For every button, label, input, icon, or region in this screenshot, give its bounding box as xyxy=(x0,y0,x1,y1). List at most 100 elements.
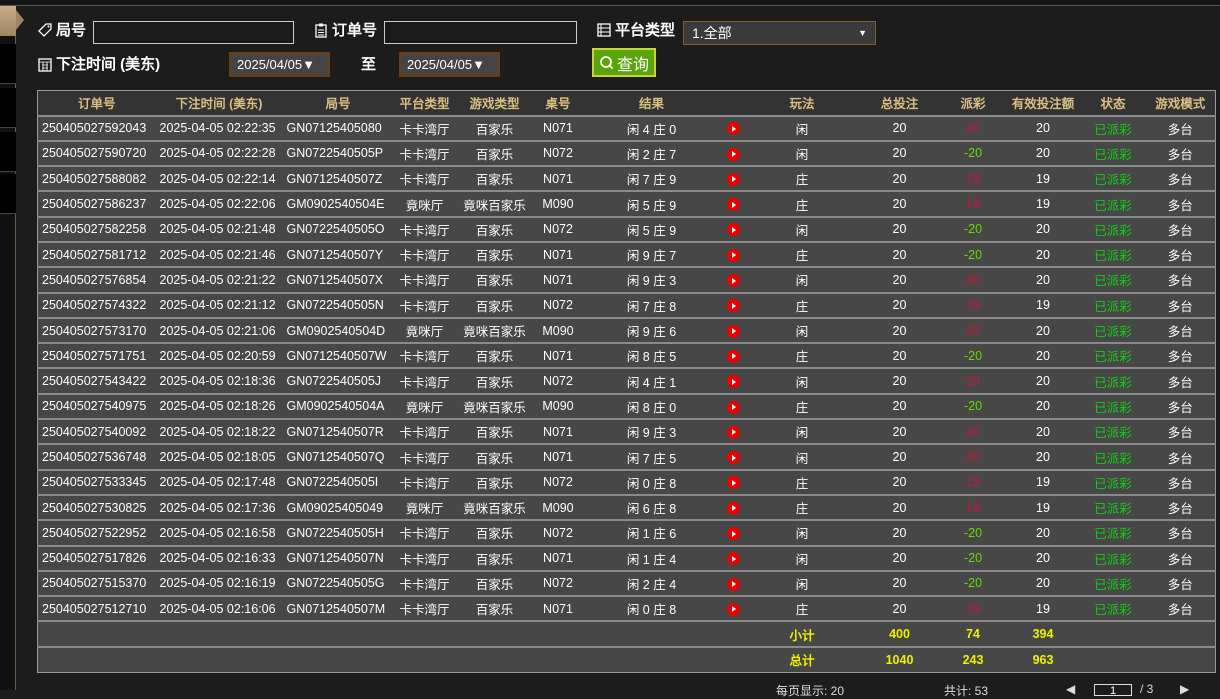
play-video-icon[interactable] xyxy=(726,552,740,566)
game-type-cell: 百家乐 xyxy=(455,443,534,470)
video-cell[interactable] xyxy=(720,468,746,495)
date-to-picker[interactable]: 2025/04/05▼ xyxy=(399,52,500,77)
result-cell: 闲 4 庄 0 xyxy=(582,114,721,141)
game-mode-cell: 多台 xyxy=(1145,493,1216,521)
play-video-icon[interactable] xyxy=(726,324,740,338)
video-cell[interactable] xyxy=(720,215,746,242)
bet-time-cell: 2025-04-05 02:21:48 xyxy=(155,215,283,242)
platform-select[interactable]: 1.全部 ▼ xyxy=(683,21,876,45)
play-video-icon[interactable] xyxy=(726,198,740,212)
play-video-icon[interactable] xyxy=(726,501,740,515)
play-video-icon[interactable] xyxy=(726,223,740,237)
bet-time-cell: 2025-04-05 02:20:59 xyxy=(155,342,283,369)
video-cell[interactable] xyxy=(720,519,746,546)
bet-type-cell: 闲 xyxy=(745,266,859,293)
video-cell[interactable] xyxy=(720,443,746,470)
video-cell[interactable] xyxy=(720,139,746,167)
bet-time-cell: 2025-04-05 02:18:26 xyxy=(155,392,283,420)
play-video-icon[interactable] xyxy=(726,299,740,313)
video-cell[interactable] xyxy=(720,595,746,622)
video-cell[interactable] xyxy=(720,114,746,141)
play-video-icon[interactable] xyxy=(726,172,740,186)
platform-cell: 卡卡湾厅 xyxy=(393,519,456,546)
total-bet-cell: 20 xyxy=(858,468,941,495)
query-button[interactable]: 查询 xyxy=(592,48,656,77)
order-id-cell: 250405027574322 xyxy=(37,291,156,318)
total-bet-cell: 20 xyxy=(858,544,941,571)
tag-icon xyxy=(38,22,52,37)
video-cell[interactable] xyxy=(720,165,746,192)
video-cell[interactable] xyxy=(720,569,746,597)
video-cell[interactable] xyxy=(720,367,746,394)
play-video-icon[interactable] xyxy=(726,248,740,262)
order-input[interactable] xyxy=(384,21,577,44)
page-input[interactable]: 1 xyxy=(1094,684,1132,697)
result-cell: 闲 9 庄 3 xyxy=(582,418,721,445)
order-id-cell: 250405027543422 xyxy=(37,367,156,394)
play-video-icon[interactable] xyxy=(726,602,740,616)
game-mode-cell: 多台 xyxy=(1145,114,1216,141)
video-cell[interactable] xyxy=(720,392,746,420)
total-bet-cell: 20 xyxy=(858,215,941,242)
play-video-icon[interactable] xyxy=(726,400,740,414)
play-video-icon[interactable] xyxy=(726,527,740,540)
table-row: 250405027517826 2025-04-05 02:16:33 GN0712… xyxy=(37,544,1216,571)
bet-type-cell: 闲 xyxy=(745,443,859,470)
table-header: 订单号 下注时间 (美东) 局号 平台类型 游戏类型 桌号 结果 玩法 总投注 派彩 有效投注额 状态… xyxy=(37,90,1216,116)
video-cell[interactable] xyxy=(720,316,746,344)
game-type-cell: 百家乐 xyxy=(455,519,534,546)
bet-type-cell: 庄 xyxy=(745,493,859,521)
valid-bet-cell: 20 xyxy=(1005,569,1081,597)
play-video-icon[interactable] xyxy=(726,476,740,490)
sidebar-item[interactable] xyxy=(0,132,16,172)
video-cell[interactable] xyxy=(720,544,746,571)
total-payout: 243 xyxy=(940,645,1006,673)
play-video-icon[interactable] xyxy=(726,577,740,591)
game-type-cell: 百家乐 xyxy=(455,240,534,268)
subtotal-bet: 400 xyxy=(858,620,941,647)
search-icon xyxy=(600,55,614,69)
game-type-cell: 百家乐 xyxy=(455,367,534,394)
sidebar-item[interactable] xyxy=(0,88,16,128)
video-cell[interactable] xyxy=(720,240,746,268)
order-id-cell: 250405027540975 xyxy=(37,392,156,420)
play-video-icon[interactable] xyxy=(726,147,740,161)
play-video-icon[interactable] xyxy=(726,122,740,136)
play-video-icon[interactable] xyxy=(726,425,740,439)
game-type-cell: 百家乐 xyxy=(455,139,534,167)
play-video-icon[interactable] xyxy=(726,375,740,389)
order-id-cell: 250405027540092 xyxy=(37,418,156,445)
bet-type-cell: 庄 xyxy=(745,291,859,318)
next-page-button[interactable]: ▶ xyxy=(1180,682,1190,696)
payout-cell: 20 xyxy=(940,443,1006,470)
video-cell[interactable] xyxy=(720,342,746,369)
prev-page-button[interactable]: ◀ xyxy=(1066,682,1076,696)
round-id-cell: GM0902540504D xyxy=(282,316,394,344)
video-cell[interactable] xyxy=(720,190,746,217)
status-cell: 已派彩 xyxy=(1080,139,1146,167)
table-no-cell: N071 xyxy=(533,240,583,268)
valid-bet-cell: 20 xyxy=(1005,367,1081,394)
date-from-picker[interactable]: 2025/04/05▼ xyxy=(229,52,330,77)
valid-bet-cell: 20 xyxy=(1005,266,1081,293)
video-cell[interactable] xyxy=(720,418,746,445)
round-id-cell: GN0722540505H xyxy=(282,519,394,546)
play-video-icon[interactable] xyxy=(726,349,740,363)
game-mode-cell: 多台 xyxy=(1145,165,1216,192)
play-video-icon[interactable] xyxy=(726,451,740,465)
video-cell[interactable] xyxy=(720,266,746,293)
table-no-cell: N072 xyxy=(533,468,583,495)
video-cell[interactable] xyxy=(720,493,746,521)
video-cell[interactable] xyxy=(720,291,746,318)
payout-cell: 20 xyxy=(940,266,1006,293)
sidebar-item[interactable] xyxy=(0,174,16,214)
sidebar-item[interactable] xyxy=(0,44,16,84)
sidebar-tab-active[interactable] xyxy=(0,6,16,36)
round-input[interactable] xyxy=(93,21,294,44)
result-cell: 闲 6 庄 8 xyxy=(582,493,721,521)
game-mode-cell: 多台 xyxy=(1145,342,1216,369)
payout-cell: 19 xyxy=(940,291,1006,318)
play-video-icon[interactable] xyxy=(726,274,740,288)
subtotal-payout: 74 xyxy=(940,620,1006,647)
total-bet-cell: 20 xyxy=(858,266,941,293)
